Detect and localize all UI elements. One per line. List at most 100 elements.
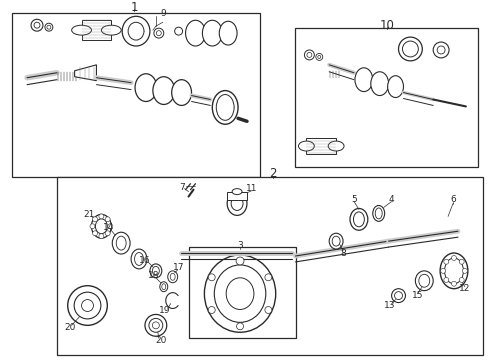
Text: 2: 2 bbox=[269, 167, 276, 180]
Text: 1: 1 bbox=[130, 1, 138, 14]
Ellipse shape bbox=[402, 41, 418, 57]
Circle shape bbox=[99, 214, 104, 219]
Ellipse shape bbox=[160, 282, 168, 292]
Text: 4: 4 bbox=[389, 195, 394, 204]
Circle shape bbox=[31, 19, 43, 31]
Text: 3: 3 bbox=[237, 240, 243, 249]
Ellipse shape bbox=[168, 271, 178, 283]
Polygon shape bbox=[74, 65, 97, 81]
Ellipse shape bbox=[135, 252, 144, 265]
Circle shape bbox=[318, 55, 321, 58]
Ellipse shape bbox=[204, 255, 276, 332]
Ellipse shape bbox=[150, 264, 162, 278]
Ellipse shape bbox=[135, 74, 157, 102]
Circle shape bbox=[265, 274, 272, 281]
Ellipse shape bbox=[231, 197, 243, 211]
Text: 9: 9 bbox=[160, 9, 166, 18]
Ellipse shape bbox=[170, 273, 175, 280]
Ellipse shape bbox=[329, 233, 343, 249]
Circle shape bbox=[90, 224, 95, 229]
Ellipse shape bbox=[149, 318, 163, 332]
Ellipse shape bbox=[162, 284, 166, 290]
Circle shape bbox=[307, 53, 312, 57]
Bar bbox=[227, 192, 247, 199]
Ellipse shape bbox=[350, 208, 368, 230]
Ellipse shape bbox=[353, 212, 365, 227]
Bar bbox=[57, 177, 483, 355]
Text: 7: 7 bbox=[179, 183, 184, 192]
Ellipse shape bbox=[96, 219, 107, 234]
Ellipse shape bbox=[74, 292, 101, 319]
Circle shape bbox=[437, 46, 445, 54]
Ellipse shape bbox=[72, 25, 92, 35]
Bar bbox=[81, 20, 111, 40]
Ellipse shape bbox=[394, 292, 402, 300]
Text: 14: 14 bbox=[102, 223, 114, 232]
Text: 16: 16 bbox=[139, 256, 151, 265]
Ellipse shape bbox=[216, 95, 234, 120]
Bar bbox=[189, 247, 295, 338]
Circle shape bbox=[154, 28, 164, 38]
Text: 11: 11 bbox=[246, 184, 258, 193]
Ellipse shape bbox=[388, 76, 403, 98]
Ellipse shape bbox=[219, 21, 237, 45]
Ellipse shape bbox=[373, 206, 385, 221]
Ellipse shape bbox=[416, 271, 433, 291]
Ellipse shape bbox=[101, 25, 121, 35]
Ellipse shape bbox=[202, 20, 222, 46]
Text: 15: 15 bbox=[412, 291, 423, 300]
Circle shape bbox=[208, 274, 215, 281]
Circle shape bbox=[105, 231, 110, 236]
Text: 8: 8 bbox=[340, 248, 346, 257]
Text: 10: 10 bbox=[379, 19, 394, 32]
Ellipse shape bbox=[227, 192, 247, 215]
Circle shape bbox=[237, 323, 244, 330]
Text: 20: 20 bbox=[155, 336, 167, 345]
Text: 12: 12 bbox=[459, 284, 470, 293]
Ellipse shape bbox=[212, 91, 238, 124]
Ellipse shape bbox=[375, 208, 382, 219]
Ellipse shape bbox=[145, 314, 167, 336]
Ellipse shape bbox=[128, 22, 144, 40]
Circle shape bbox=[459, 259, 464, 264]
Circle shape bbox=[47, 25, 51, 29]
Ellipse shape bbox=[131, 249, 147, 269]
Ellipse shape bbox=[112, 232, 130, 254]
Circle shape bbox=[444, 278, 449, 283]
Ellipse shape bbox=[153, 77, 174, 104]
Text: 18: 18 bbox=[148, 271, 160, 280]
Ellipse shape bbox=[398, 37, 422, 61]
Ellipse shape bbox=[214, 265, 266, 322]
Ellipse shape bbox=[332, 236, 340, 246]
Circle shape bbox=[105, 217, 110, 222]
Ellipse shape bbox=[68, 286, 107, 325]
Ellipse shape bbox=[152, 266, 159, 275]
Ellipse shape bbox=[122, 16, 150, 46]
Ellipse shape bbox=[444, 258, 464, 284]
Circle shape bbox=[316, 53, 323, 60]
Circle shape bbox=[237, 257, 244, 264]
Circle shape bbox=[93, 217, 98, 222]
Bar bbox=[306, 138, 336, 154]
Circle shape bbox=[459, 278, 464, 283]
Circle shape bbox=[236, 257, 244, 265]
Ellipse shape bbox=[81, 300, 94, 311]
Circle shape bbox=[99, 234, 104, 239]
Circle shape bbox=[45, 23, 53, 31]
Ellipse shape bbox=[186, 20, 205, 46]
Ellipse shape bbox=[440, 253, 468, 289]
Circle shape bbox=[156, 31, 161, 36]
Text: 13: 13 bbox=[384, 301, 395, 310]
Ellipse shape bbox=[355, 68, 373, 91]
Circle shape bbox=[34, 22, 40, 28]
Circle shape bbox=[451, 281, 457, 286]
Text: 21: 21 bbox=[84, 210, 95, 219]
Bar bbox=[294, 28, 478, 167]
Text: 17: 17 bbox=[173, 264, 184, 273]
Ellipse shape bbox=[392, 289, 405, 302]
Ellipse shape bbox=[298, 141, 315, 151]
Circle shape bbox=[304, 50, 315, 60]
Circle shape bbox=[108, 224, 113, 229]
Bar bbox=[12, 13, 260, 177]
Circle shape bbox=[433, 42, 449, 58]
